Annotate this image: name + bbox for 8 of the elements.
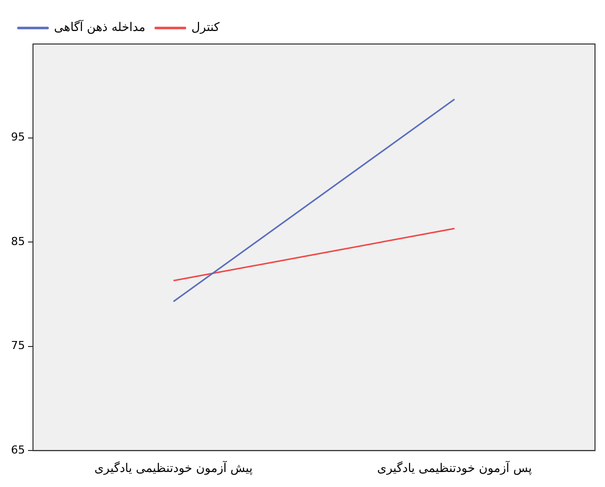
legend-label: مداخله ذهن آگاهی	[54, 19, 146, 34]
y-tick-label: 75	[10, 339, 25, 352]
x-tick-label: پس آزمون خودتنظیمی یادگیری	[377, 460, 532, 475]
y-tick-label: 95	[10, 130, 25, 144]
legend-label: کنترل	[191, 20, 220, 34]
x-tick-label: پیش آزمون خودتنظیمی یادگیری	[94, 460, 253, 475]
y-tick-label: 65	[10, 443, 25, 456]
y-tick-label: 85	[10, 234, 25, 248]
